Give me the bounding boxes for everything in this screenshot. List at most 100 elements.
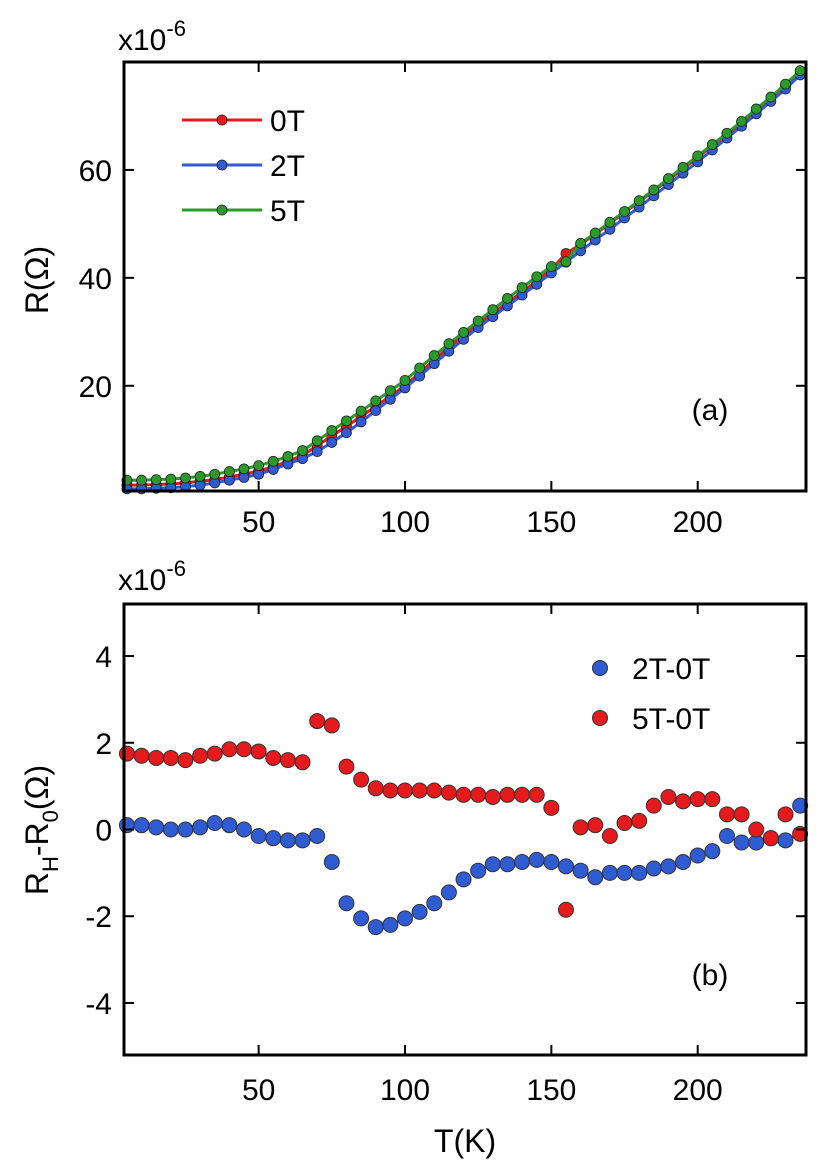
- data-point-2T-0T: [192, 819, 209, 836]
- panel-a-ticks: 50 100 150 200 20 40 60: [79, 62, 806, 539]
- data-point-2T-0T: [133, 817, 150, 834]
- data-point-2T: [355, 416, 367, 428]
- y-tick-label: 0: [95, 815, 112, 848]
- panel-b-data: [118, 713, 809, 936]
- y-tick-label: 20: [79, 371, 112, 404]
- data-point-5T-0T: [777, 806, 794, 823]
- data-point-5T: [794, 65, 806, 77]
- data-point-5T-0T: [294, 754, 311, 771]
- data-point-2T-0T: [236, 821, 253, 838]
- data-point-5T: [692, 150, 704, 162]
- panel-b-x-axis-title: T(K): [434, 1123, 496, 1159]
- y-tick-label: 2: [95, 728, 112, 761]
- data-point-5T-0T: [118, 745, 135, 762]
- data-point-5T: [238, 463, 250, 475]
- data-point-2T-0T: [323, 854, 340, 871]
- data-point-5T: [253, 460, 265, 472]
- data-point-2T-0T: [294, 832, 311, 849]
- data-point-2T-0T: [470, 862, 487, 879]
- data-point-5T: [604, 216, 616, 228]
- panel-a-y-axis-title: R(Ω): [19, 246, 55, 314]
- data-point-5T: [589, 227, 601, 239]
- data-point-2T-0T: [499, 856, 516, 873]
- data-point-5T-0T: [279, 752, 296, 769]
- data-point-2T-0T: [279, 832, 296, 849]
- data-point-5T-0T: [689, 791, 706, 808]
- data-point-5T: [472, 315, 484, 327]
- x-tick-label: 200: [673, 506, 723, 539]
- data-point-5T-0T: [631, 812, 648, 829]
- data-point-2T-0T: [309, 828, 326, 845]
- data-point-2T: [326, 437, 338, 448]
- data-point-5T-0T: [645, 797, 662, 814]
- y-tick-label: -2: [85, 901, 112, 934]
- data-point-2T: [311, 446, 323, 458]
- data-point-5T-0T: [733, 806, 750, 823]
- data-point-5T: [619, 206, 630, 217]
- panel-a-legend: 0T 2T 5T: [182, 105, 305, 228]
- legend-marker-2T: [216, 159, 228, 171]
- data-point-5T: [414, 362, 426, 374]
- data-point-5T: [223, 466, 235, 477]
- x-tick-label: 100: [380, 506, 430, 539]
- data-point-2T-0T: [177, 821, 194, 838]
- x-tick-label: 100: [380, 1074, 430, 1107]
- data-point-5T: [341, 415, 352, 427]
- data-point-5T: [282, 451, 294, 462]
- data-point-5T-0T: [601, 828, 618, 845]
- data-point-5T: [428, 350, 440, 361]
- data-point-2T-0T: [455, 871, 472, 888]
- data-point-2T-0T: [704, 843, 721, 860]
- data-point-2T-0T: [631, 864, 648, 881]
- legend-label-0T: 0T: [270, 105, 305, 138]
- data-point-2T-0T: [718, 828, 735, 845]
- data-point-5T-0T: [177, 752, 194, 769]
- data-point-2T-0T: [338, 895, 355, 912]
- data-point-5T: [150, 474, 162, 486]
- data-point-2T-0T: [601, 864, 618, 881]
- data-point-5T: [531, 271, 543, 283]
- y-tick-label: 60: [79, 155, 112, 188]
- data-point-5T-0T: [704, 791, 721, 808]
- legend-label-2T-0T: 2T-0T: [632, 653, 710, 686]
- legend-marker-5T-0T: [592, 710, 608, 726]
- data-point-2T-0T: [645, 860, 662, 877]
- panel-b-frame: [122, 602, 808, 1057]
- data-point-2T-0T: [411, 903, 428, 920]
- data-point-2T-0T: [426, 895, 443, 912]
- data-point-5T-0T: [236, 741, 253, 758]
- data-point-5T-0T: [396, 782, 413, 799]
- legend-label-5T-0T: 5T-0T: [632, 703, 710, 736]
- data-point-5T-0T: [762, 830, 779, 847]
- data-point-5T: [194, 471, 206, 482]
- data-point-5T-0T: [338, 758, 355, 775]
- data-point-5T: [267, 455, 279, 467]
- data-point-5T-0T: [587, 817, 604, 834]
- data-point-5T: [297, 445, 308, 456]
- y-tick-label: 4: [95, 641, 112, 674]
- panel-b-y-exponent: x10-6: [118, 556, 186, 597]
- data-point-5T: [502, 292, 513, 304]
- data-point-5T: [545, 261, 557, 272]
- data-point-5T-0T: [484, 788, 501, 805]
- data-point-5T-0T: [675, 793, 692, 810]
- data-point-2T-0T: [777, 832, 794, 849]
- panel-a-label: (a): [692, 394, 729, 427]
- data-point-2T-0T: [382, 916, 399, 933]
- y-tick-label: -4: [85, 988, 112, 1021]
- x-tick-label: 150: [526, 506, 576, 539]
- data-point-2T-0T: [514, 854, 531, 871]
- panel-a-y-exponent: x10-6: [118, 16, 186, 57]
- data-point-5T-0T: [162, 749, 179, 766]
- panel-b-ticks: 50 100 150 200 -4 -2 0 2 4: [85, 604, 806, 1107]
- data-point-5T: [736, 115, 748, 127]
- data-point-5T: [443, 338, 455, 350]
- data-point-2T: [341, 427, 352, 439]
- data-point-5T-0T: [250, 743, 267, 760]
- data-point-2T-0T: [572, 862, 589, 879]
- data-point-2T-0T: [792, 797, 809, 814]
- data-point-5T: [209, 468, 221, 480]
- data-point-5T-0T: [528, 786, 545, 803]
- data-point-2T-0T: [206, 814, 223, 831]
